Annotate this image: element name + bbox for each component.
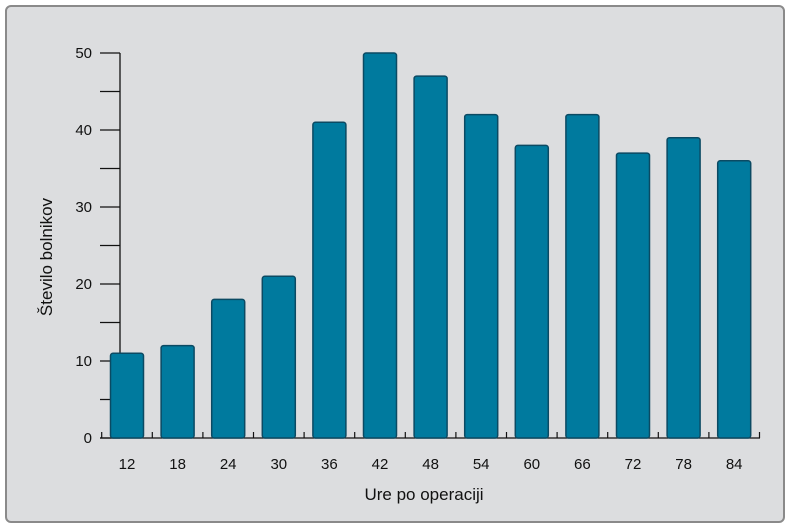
bar-72: [615, 152, 651, 439]
bar-78: [666, 136, 701, 439]
chart-tick-labels: 0 10 20 30 40 50 12 18 24 30 36 42 48 54 60 66 72 78 84: [75, 45, 742, 473]
x-tick-label-78: 78: [675, 456, 692, 473]
x-tick-label-72: 72: [625, 456, 642, 473]
x-tick-label-84: 84: [726, 456, 743, 473]
bar-12: [109, 352, 145, 439]
bar-36: [312, 121, 347, 439]
chart-bars: [109, 52, 752, 439]
bar-48: [413, 75, 448, 439]
x-tick-label-60: 60: [523, 456, 540, 473]
x-tick-label-30: 30: [270, 456, 287, 473]
y-tick-label: 10: [75, 353, 92, 370]
x-tick-label-66: 66: [574, 456, 591, 473]
bar-60: [514, 144, 550, 439]
bar-42: [362, 52, 398, 439]
x-tick-label-54: 54: [473, 456, 490, 473]
x-tick-label-48: 48: [422, 456, 439, 473]
x-tick-label-42: 42: [372, 456, 389, 473]
x-axis-title: Ure po operaciji: [364, 485, 483, 504]
bar-66: [565, 113, 600, 439]
y-axis-title: Število bolnikov: [37, 197, 56, 316]
y-tick-label: 40: [75, 122, 92, 139]
x-tick-label-36: 36: [321, 456, 338, 473]
x-tick-label-24: 24: [220, 456, 237, 473]
bar-18: [160, 344, 195, 439]
bar-30: [261, 275, 297, 439]
y-tick-label: 50: [75, 45, 92, 62]
x-tick-label-18: 18: [169, 456, 186, 473]
x-tick-label-12: 12: [119, 456, 136, 473]
bar-54: [463, 113, 499, 439]
bar-24: [210, 298, 246, 439]
bar-84: [716, 160, 752, 439]
y-tick-label: 30: [75, 199, 92, 216]
y-tick-label: 20: [75, 276, 92, 293]
y-tick-label: 0: [84, 430, 92, 447]
